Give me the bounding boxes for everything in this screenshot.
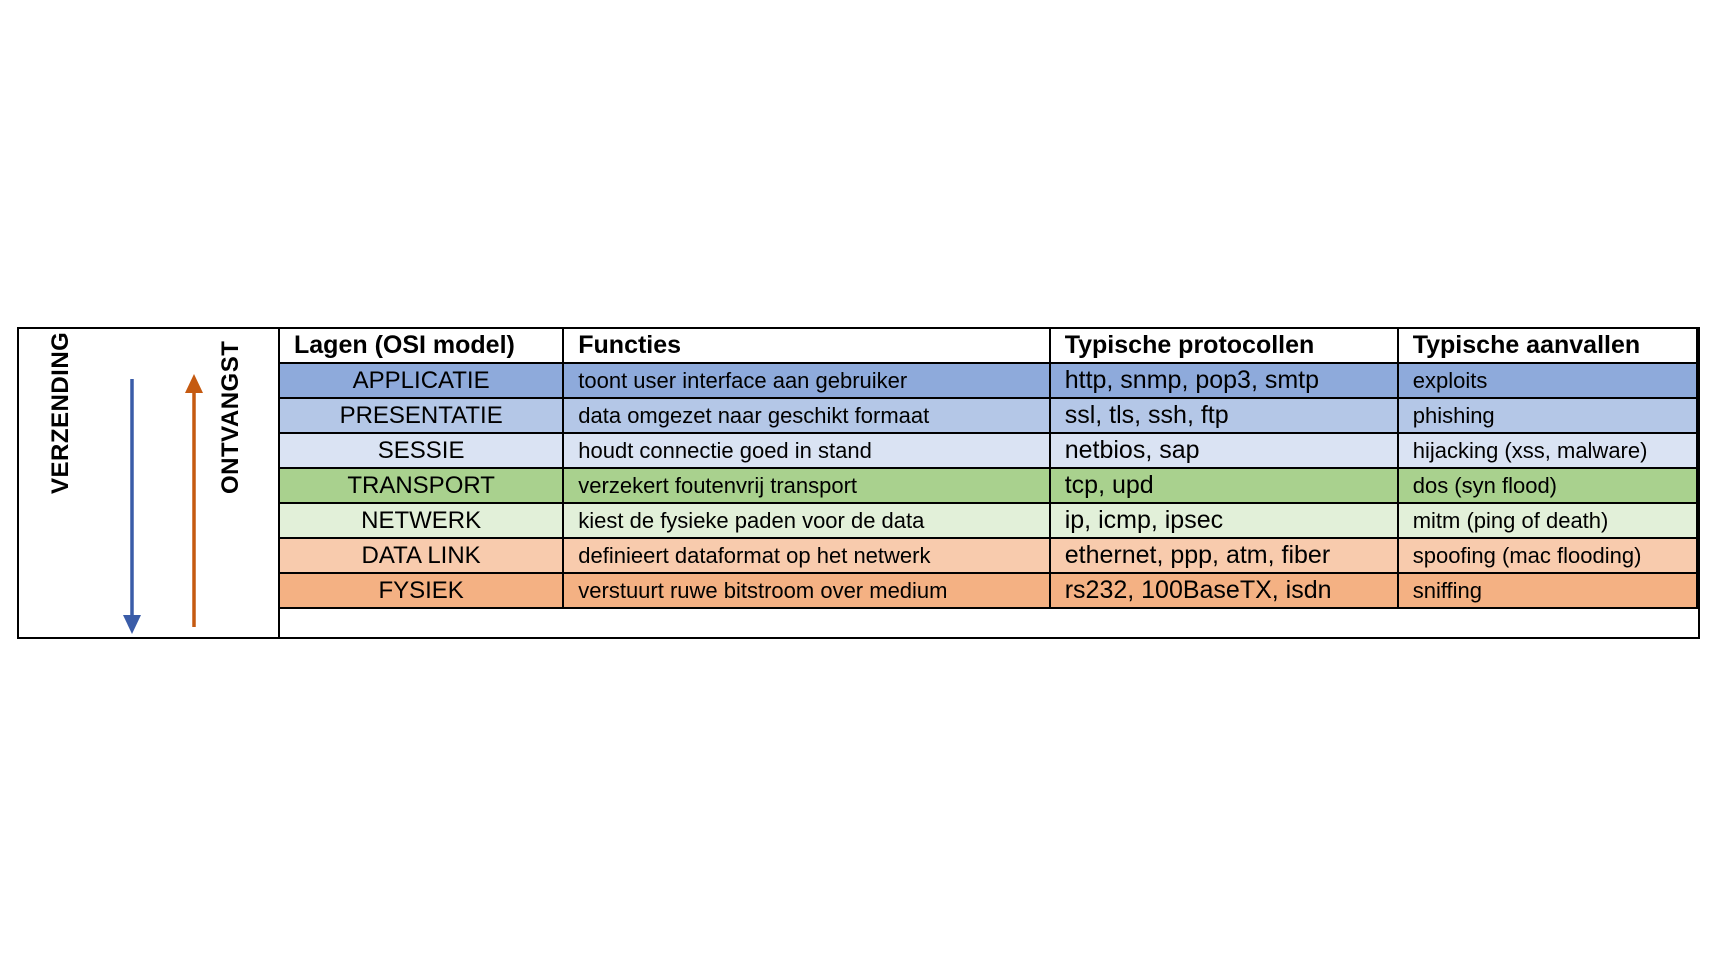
- receive-arrow-head: [185, 374, 203, 393]
- send-label: VERZENDING: [47, 331, 74, 494]
- protocols-cell: tcp, upd: [1048, 467, 1399, 504]
- function-cell: houdt connectie goed in stand: [562, 432, 1051, 469]
- osi-table: Lagen (OSI model) Functies Typische prot…: [277, 327, 1699, 609]
- layer-cell: APPLICATIE: [277, 362, 565, 399]
- direction-arrows: [123, 374, 203, 634]
- function-cell: definieert dataformat op het netwerk: [562, 537, 1051, 574]
- table-row: TRANSPORT verzekert foutenvrij transport t…: [277, 467, 1699, 504]
- attacks-cell: mitm (ping of death): [1396, 502, 1699, 539]
- function-cell: verzekert foutenvrij transport: [562, 467, 1051, 504]
- protocols-cell: netbios, sap: [1048, 432, 1399, 469]
- table-row: PRESENTATIE data omgezet naar geschikt fo…: [277, 397, 1699, 434]
- header-attacks: Typische aanvallen: [1396, 327, 1699, 364]
- attacks-cell: hijacking (xss, malware): [1396, 432, 1699, 469]
- layer-cell: FYSIEK: [277, 572, 565, 609]
- protocols-cell: rs232, 100BaseTX, isdn: [1048, 572, 1399, 609]
- layer-cell: SESSIE: [277, 432, 565, 469]
- table-row: DATA LINK definieert dataformat op het ne…: [277, 537, 1699, 574]
- function-cell: data omgezet naar geschikt formaat: [562, 397, 1051, 434]
- function-cell: kiest de fysieke paden voor de data: [562, 502, 1051, 539]
- function-cell: verstuurt ruwe bitstroom over medium: [562, 572, 1051, 609]
- attacks-cell: exploits: [1396, 362, 1699, 399]
- table-row: FYSIEK verstuurt ruwe bitstroom over medi…: [277, 572, 1699, 609]
- osi-diagram: VERZENDING ONTVANGST Lagen (OSI model) F…: [17, 327, 1700, 639]
- attacks-cell: phishing: [1396, 397, 1699, 434]
- protocols-cell: ethernet, ppp, atm, fiber: [1048, 537, 1399, 574]
- protocols-cell: ip, icmp, ipsec: [1048, 502, 1399, 539]
- attacks-cell: sniffing: [1396, 572, 1699, 609]
- attacks-cell: spoofing (mac flooding): [1396, 537, 1699, 574]
- function-cell: toont user interface aan gebruiker: [562, 362, 1051, 399]
- header-functions: Functies: [562, 327, 1051, 364]
- table-row: APPLICATIE toont user interface aan gebru…: [277, 362, 1699, 399]
- header-layers: Lagen (OSI model): [277, 327, 565, 364]
- layer-cell: NETWERK: [277, 502, 565, 539]
- protocols-cell: ssl, tls, ssh, ftp: [1048, 397, 1399, 434]
- layer-cell: PRESENTATIE: [277, 397, 565, 434]
- layer-cell: DATA LINK: [277, 537, 565, 574]
- table-row: SESSIE houdt connectie goed in stand netbi…: [277, 432, 1699, 469]
- layer-cell: TRANSPORT: [277, 467, 565, 504]
- table-row: NETWERK kiest de fysieke paden voor de da…: [277, 502, 1699, 539]
- protocols-cell: http, snmp, pop3, smtp: [1048, 362, 1399, 399]
- direction-panel: VERZENDING ONTVANGST: [19, 329, 280, 637]
- send-arrow-head: [123, 615, 141, 634]
- table-header-row: Lagen (OSI model) Functies Typische prot…: [277, 327, 1699, 364]
- receive-label: ONTVANGST: [217, 340, 244, 494]
- header-protocols: Typische protocollen: [1048, 327, 1399, 364]
- attacks-cell: dos (syn flood): [1396, 467, 1699, 504]
